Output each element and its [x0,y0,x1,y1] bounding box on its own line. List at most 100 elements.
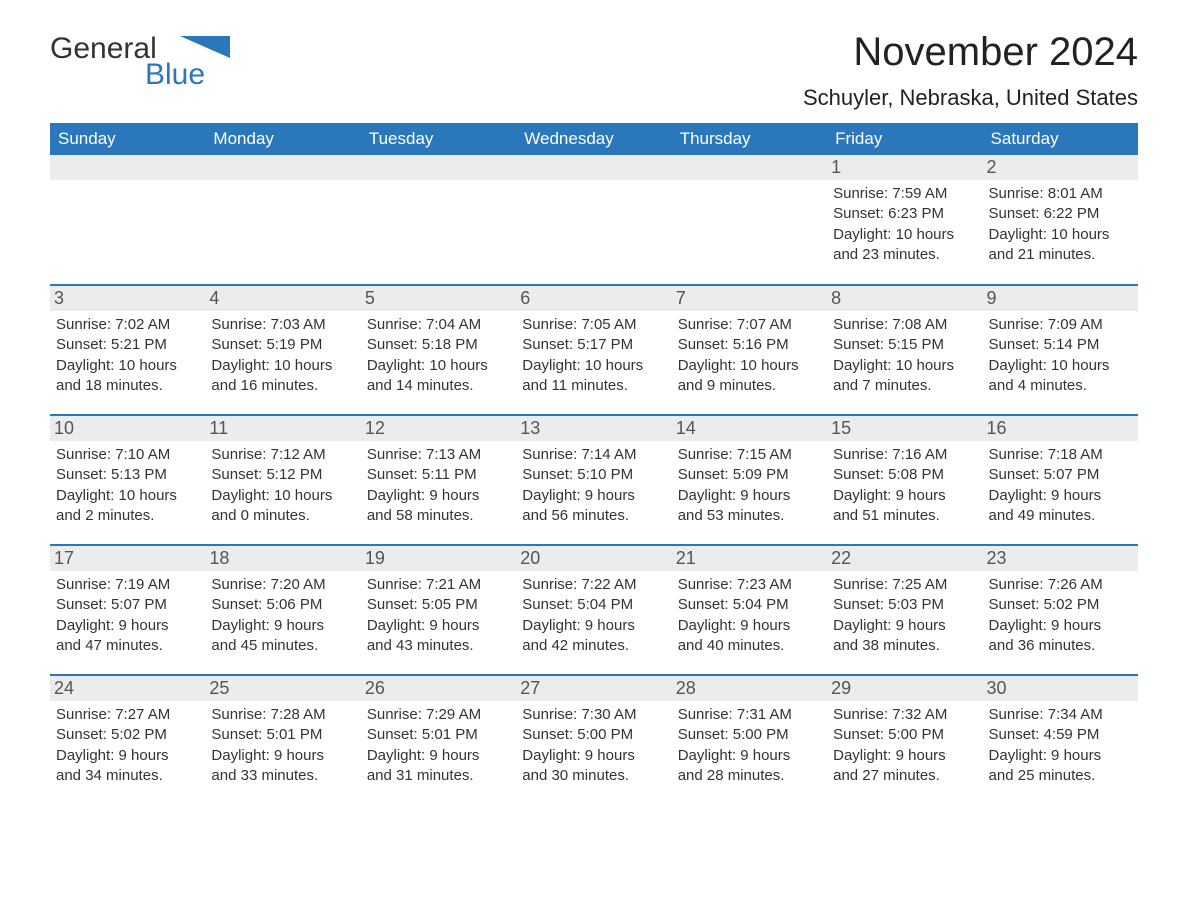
daylight-text: and 38 minutes. [833,636,976,656]
sunrise-text: Sunrise: 7:16 AM [833,445,976,465]
day-header: Monday [205,123,360,155]
calendar-week-row: 24 Sunrise: 7:27 AMSunset: 5:02 PMDayligh… [50,675,1138,805]
daylight-text: and 34 minutes. [56,766,199,786]
calendar-week-row: 1Sunrise: 7:59 AMSunset: 6:23 PMDaylight… [50,155,1138,285]
day-number: 23 [983,546,1138,571]
day-number: 20 [516,546,671,571]
day-details: Sunrise: 7:31 AMSunset: 5:00 PMDaylight:… [678,705,821,786]
day-number: 7 [672,286,827,311]
sunrise-text: Sunrise: 8:01 AM [989,184,1132,204]
brand-part1: General [50,32,157,66]
sunset-text: Sunset: 5:04 PM [522,595,665,615]
day-number: 1 [827,155,982,180]
day-number [672,155,827,180]
day-details: Sunrise: 7:08 AMSunset: 5:15 PMDaylight:… [833,315,976,396]
calendar-day-cell: 13Sunrise: 7:14 AMSunset: 5:10 PMDayligh… [516,415,671,545]
day-details: Sunrise: 7:27 AMSunset: 5:02 PMDaylight:… [56,705,199,786]
daylight-text: and 53 minutes. [678,506,821,526]
calendar-day-cell: 5 Sunrise: 7:04 AMSunset: 5:18 PMDaylight… [361,285,516,415]
sunrise-text: Sunrise: 7:03 AM [211,315,354,335]
daylight-text: and 23 minutes. [833,245,976,265]
day-number: 3 [50,286,205,311]
day-details: Sunrise: 7:10 AMSunset: 5:13 PMDaylight:… [56,445,199,526]
day-header: Wednesday [516,123,671,155]
daylight-text: and 16 minutes. [211,376,354,396]
sunset-text: Sunset: 6:22 PM [989,204,1132,224]
day-number: 4 [205,286,360,311]
sunset-text: Sunset: 5:17 PM [522,335,665,355]
sunset-text: Sunset: 5:02 PM [989,595,1132,615]
sunset-text: Sunset: 5:16 PM [678,335,821,355]
calendar-day-cell: 26Sunrise: 7:29 AMSunset: 5:01 PMDayligh… [361,675,516,805]
sunrise-text: Sunrise: 7:28 AM [211,705,354,725]
day-number: 28 [672,676,827,701]
day-number [50,155,205,180]
daylight-text: Daylight: 9 hours [989,616,1132,636]
day-details: Sunrise: 7:34 AMSunset: 4:59 PMDaylight:… [989,705,1132,786]
daylight-text: and 11 minutes. [522,376,665,396]
day-number: 10 [50,416,205,441]
day-number: 8 [827,286,982,311]
daylight-text: Daylight: 9 hours [56,746,199,766]
daylight-text: and 28 minutes. [678,766,821,786]
daylight-text: and 14 minutes. [367,376,510,396]
daylight-text: Daylight: 9 hours [211,616,354,636]
calendar-day-cell: 8 Sunrise: 7:08 AMSunset: 5:15 PMDaylight… [827,285,982,415]
calendar-day-cell: 29Sunrise: 7:32 AMSunset: 5:00 PMDayligh… [827,675,982,805]
sunset-text: Sunset: 5:01 PM [211,725,354,745]
daylight-text: and 4 minutes. [989,376,1132,396]
daylight-text: Daylight: 10 hours [522,356,665,376]
daylight-text: Daylight: 9 hours [678,616,821,636]
daylight-text: and 49 minutes. [989,506,1132,526]
day-header: Sunday [50,123,205,155]
calendar-day-cell: 4Sunrise: 7:03 AMSunset: 5:19 PMDaylight… [205,285,360,415]
day-number: 24 [50,676,205,701]
day-number: 13 [516,416,671,441]
day-number: 26 [361,676,516,701]
sunrise-text: Sunrise: 7:30 AM [522,705,665,725]
day-number: 25 [205,676,360,701]
sunset-text: Sunset: 5:06 PM [211,595,354,615]
day-details: Sunrise: 7:18 AMSunset: 5:07 PMDaylight:… [989,445,1132,526]
calendar-day-cell [50,155,205,285]
day-number: 14 [672,416,827,441]
calendar-day-cell: 9Sunrise: 7:09 AMSunset: 5:14 PMDaylight… [983,285,1138,415]
day-details: Sunrise: 7:23 AMSunset: 5:04 PMDaylight:… [678,575,821,656]
day-details: Sunrise: 8:01 AMSunset: 6:22 PMDaylight:… [989,184,1132,265]
daylight-text: and 0 minutes. [211,506,354,526]
sunrise-text: Sunrise: 7:22 AM [522,575,665,595]
sunset-text: Sunset: 5:14 PM [989,335,1132,355]
sunset-text: Sunset: 5:04 PM [678,595,821,615]
day-details: Sunrise: 7:09 AMSunset: 5:14 PMDaylight:… [989,315,1132,396]
daylight-text: Daylight: 10 hours [833,356,976,376]
day-number: 17 [50,546,205,571]
calendar-day-cell: 10 Sunrise: 7:10 AMSunset: 5:13 PMDayligh… [50,415,205,545]
sunrise-text: Sunrise: 7:34 AM [989,705,1132,725]
daylight-text: and 42 minutes. [522,636,665,656]
daylight-text: and 21 minutes. [989,245,1132,265]
day-number: 5 [361,286,516,311]
sunset-text: Sunset: 5:00 PM [678,725,821,745]
daylight-text: Daylight: 10 hours [211,486,354,506]
calendar-day-cell: 25Sunrise: 7:28 AMSunset: 5:01 PMDayligh… [205,675,360,805]
calendar-week-row: 3Sunrise: 7:02 AMSunset: 5:21 PMDaylight… [50,285,1138,415]
calendar-day-cell: 1Sunrise: 7:59 AMSunset: 6:23 PMDaylight… [827,155,982,285]
sunrise-text: Sunrise: 7:07 AM [678,315,821,335]
day-number: 6 [516,286,671,311]
daylight-text: and 43 minutes. [367,636,510,656]
daylight-text: Daylight: 9 hours [522,486,665,506]
calendar-day-cell: 27Sunrise: 7:30 AMSunset: 5:00 PMDayligh… [516,675,671,805]
sunset-text: Sunset: 5:00 PM [522,725,665,745]
day-header: Saturday [983,123,1138,155]
daylight-text: and 47 minutes. [56,636,199,656]
daylight-text: and 30 minutes. [522,766,665,786]
daylight-text: Daylight: 9 hours [833,616,976,636]
calendar-day-cell: 21Sunrise: 7:23 AMSunset: 5:04 PMDayligh… [672,545,827,675]
sunset-text: Sunset: 5:09 PM [678,465,821,485]
day-number: 11 [205,416,360,441]
daylight-text: and 33 minutes. [211,766,354,786]
title-block: November 2024 Schuyler, Nebraska, United… [803,30,1138,117]
day-details: Sunrise: 7:04 AMSunset: 5:18 PMDaylight:… [367,315,510,396]
day-number: 27 [516,676,671,701]
daylight-text: Daylight: 10 hours [56,356,199,376]
